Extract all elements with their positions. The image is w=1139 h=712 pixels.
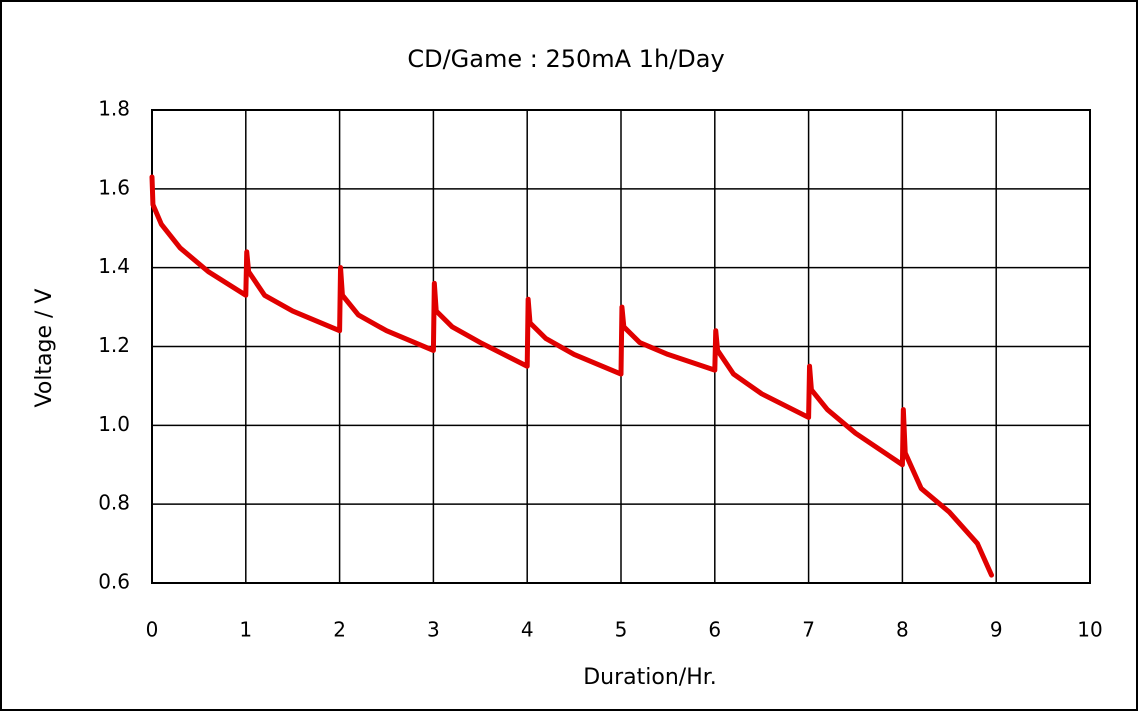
x-tick-label: 0 [146, 618, 159, 642]
x-tick-label: 2 [333, 618, 346, 642]
x-tick-label: 8 [896, 618, 909, 642]
y-tick-label: 0.6 [98, 570, 130, 594]
x-tick-label: 7 [802, 618, 815, 642]
y-tick-label: 1.2 [98, 333, 130, 357]
x-tick-label: 6 [708, 618, 721, 642]
x-tick-label: 9 [990, 618, 1003, 642]
x-tick-label: 5 [615, 618, 628, 642]
chart-title: CD/Game : 250mA 1h/Day [407, 45, 724, 73]
data-line [149, 174, 995, 578]
y-axis-label: Voltage / V [32, 289, 57, 408]
y-tick-label: 1.0 [98, 412, 130, 436]
y-tick-label: 1.8 [98, 97, 130, 121]
x-tick-label: 10 [1077, 618, 1102, 642]
x-tick-label: 1 [239, 618, 252, 642]
x-axis-label: Duration/Hr. [583, 665, 717, 690]
x-tick-label: 3 [427, 618, 440, 642]
y-tick-label: 1.6 [98, 175, 130, 199]
y-tick-label: 0.8 [98, 491, 130, 515]
y-tick-label: 1.4 [98, 254, 130, 278]
plot-border [151, 109, 1091, 584]
x-tick-label: 4 [521, 618, 534, 642]
